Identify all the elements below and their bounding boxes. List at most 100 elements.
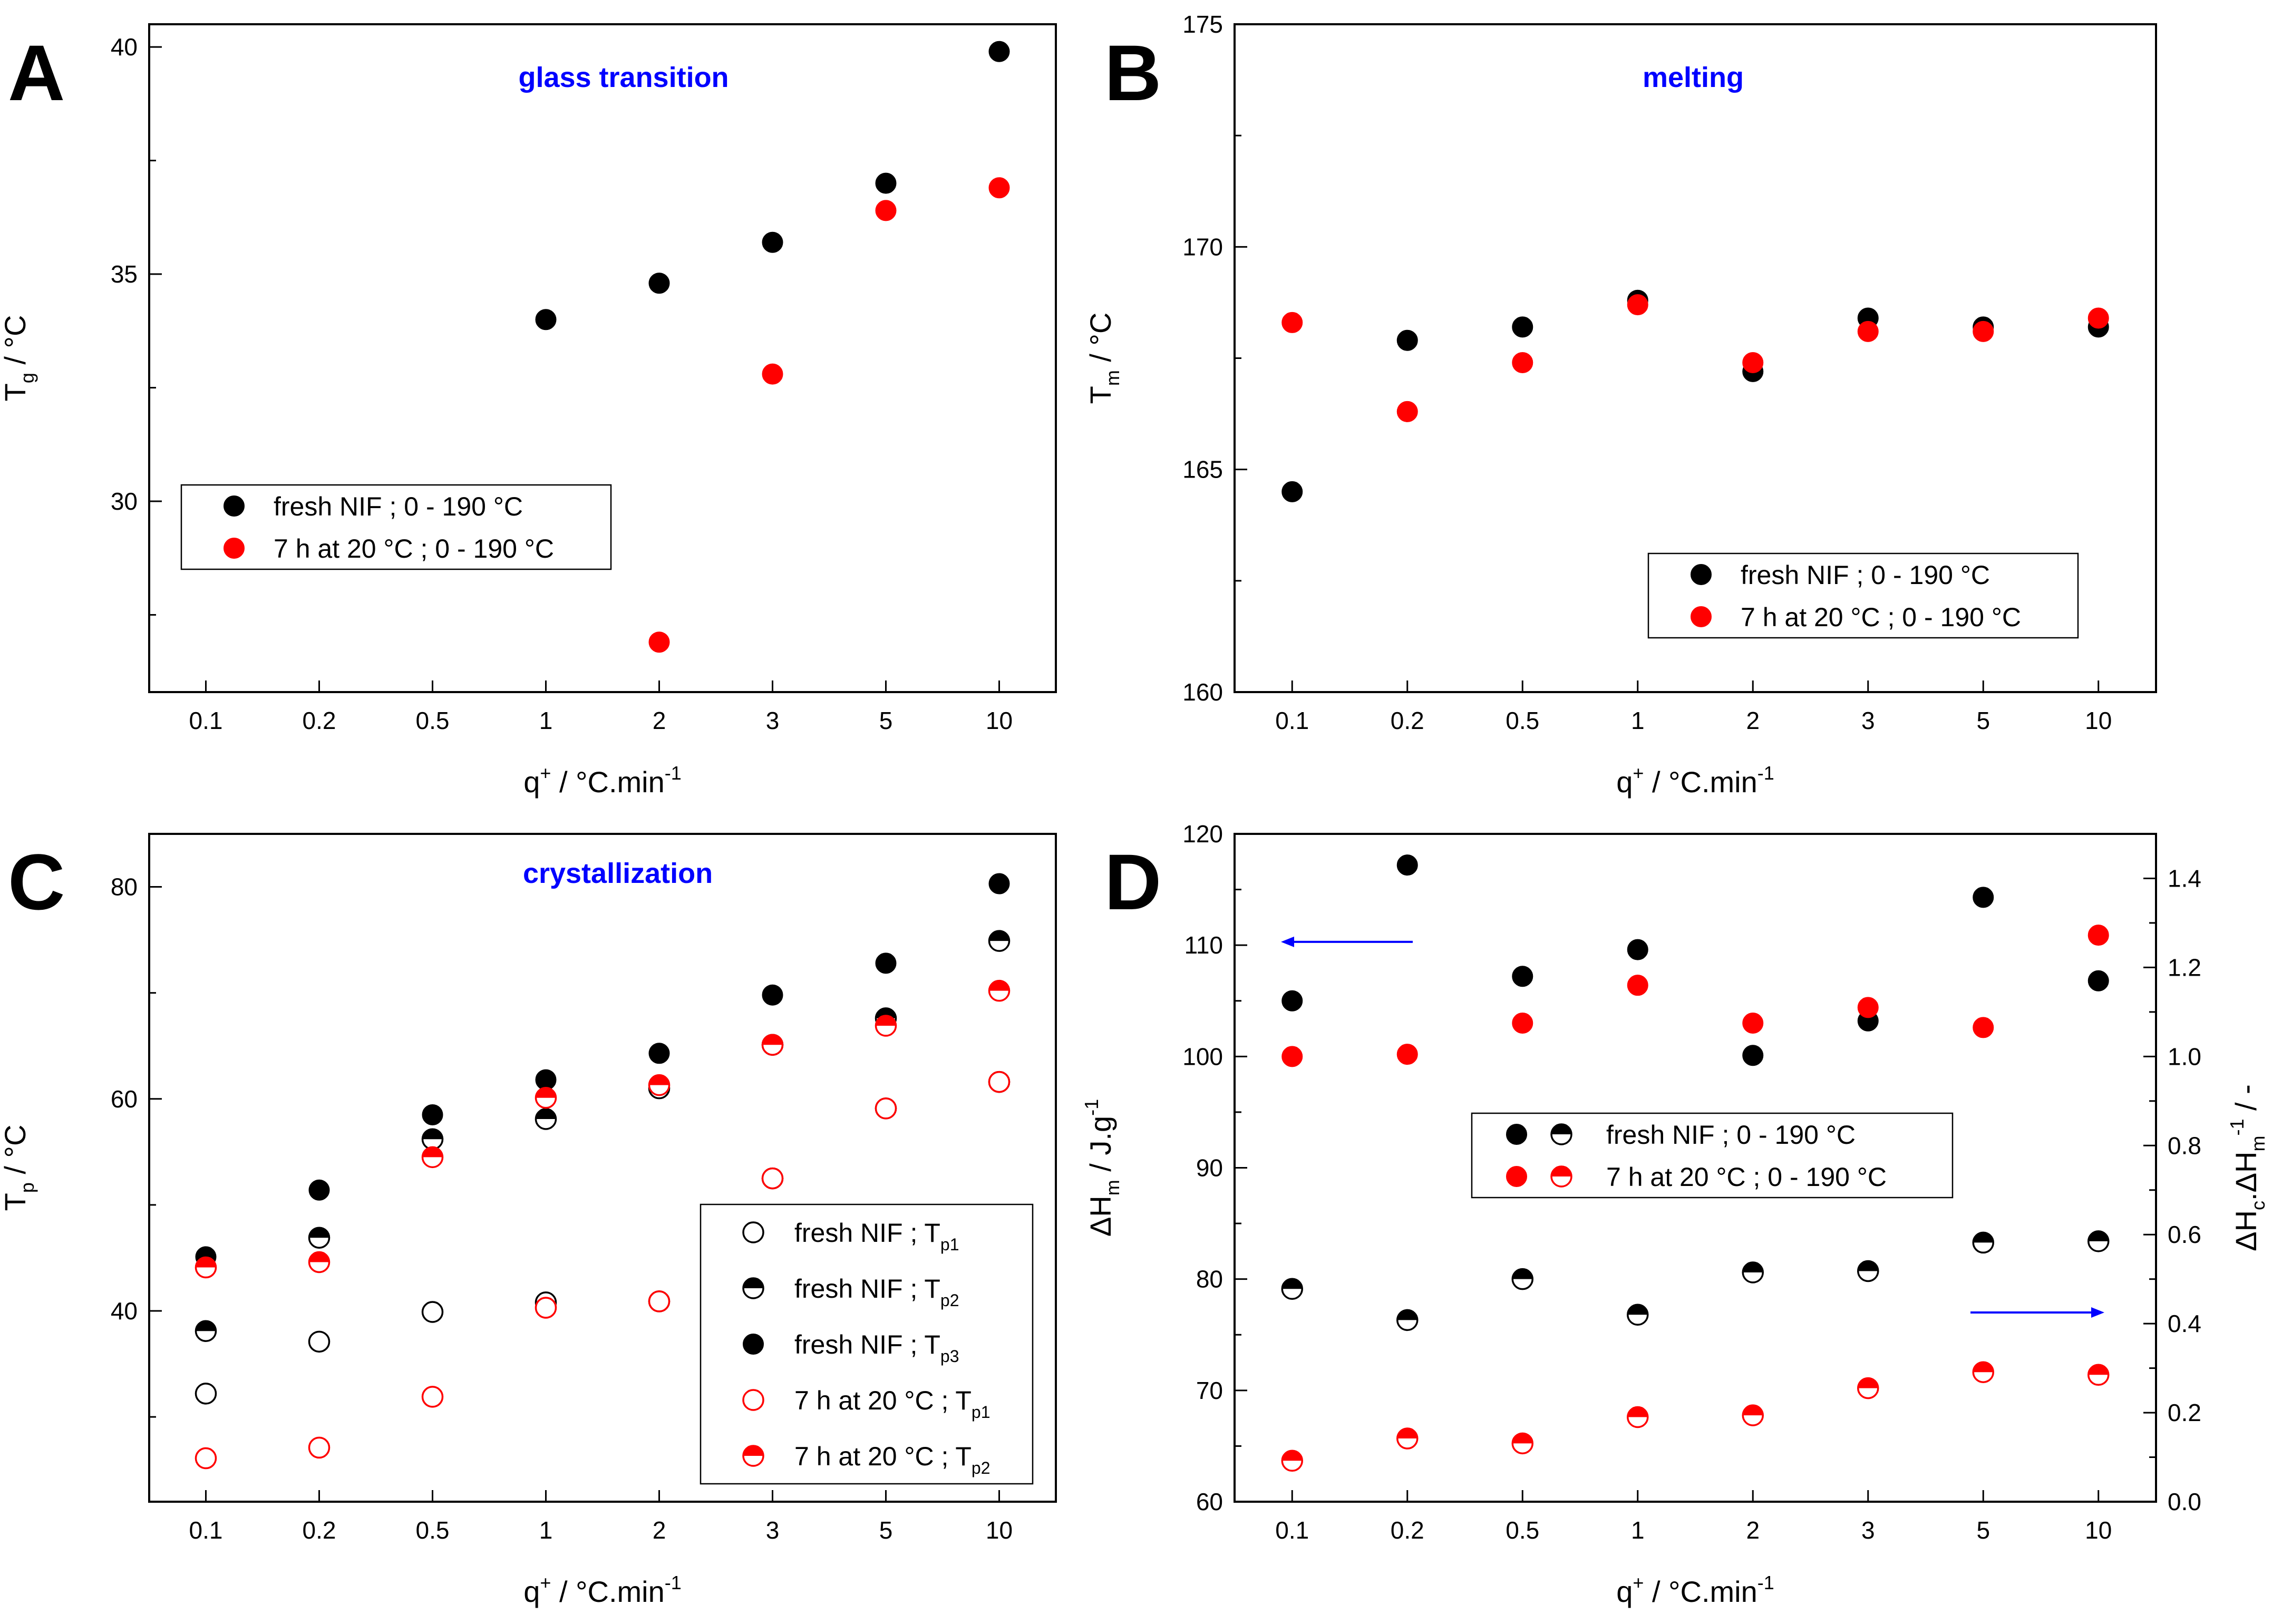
data-point (1627, 1406, 1649, 1428)
data-point (875, 172, 897, 194)
y2-axis-mid: .ΔH (2229, 1152, 2262, 1201)
legend-label: 7 h at 20 °C ; T (794, 1386, 972, 1415)
y-axis-unit: °C (1084, 313, 1117, 346)
y2-axis-symbol: ΔH (2229, 1210, 2262, 1251)
y2-tick-label: 0.8 (2168, 1132, 2201, 1159)
y-tick-label: 165 (1182, 456, 1223, 483)
y-tick-label: 120 (1182, 820, 1223, 848)
y-tick-label: 170 (1182, 233, 1223, 260)
series-3 (195, 1071, 1011, 1470)
data-point (875, 1097, 897, 1120)
data-point (1511, 1268, 1533, 1290)
data-point (2087, 970, 2109, 991)
x-tick-label: 0.5 (416, 707, 450, 734)
x-axis-symbol-sup: + (540, 762, 551, 784)
data-point-top-half (2088, 1231, 2109, 1241)
data-point-top-half (422, 1129, 443, 1140)
x-tick-label: 2 (653, 1516, 666, 1544)
data-point (988, 930, 1011, 952)
data-point (195, 1447, 217, 1470)
data-point (1857, 1260, 1879, 1282)
panel-letter: B (1104, 28, 1161, 117)
legend-label: 7 h at 20 °C ; 0 - 190 °C (1741, 602, 2021, 632)
panel-annotation: melting (1643, 62, 1744, 93)
y-tick-label: 40 (111, 33, 138, 61)
y-axis-separator: / (1084, 345, 1117, 370)
data-point (1973, 887, 1994, 908)
legend-label: fresh NIF ; 0 - 190 °C (1606, 1120, 1856, 1150)
legend-marker-top-half (1551, 1166, 1571, 1176)
right-axis-arrowhead (2091, 1307, 2104, 1318)
y-axis-unit: J.g (1084, 1116, 1117, 1155)
data-point-top-half (1627, 1407, 1648, 1417)
x-axis-separator: / (551, 1575, 576, 1608)
legend-marker (1550, 1123, 1572, 1145)
x-axis-symbol: q (1616, 765, 1633, 799)
data-point (1742, 1404, 1764, 1426)
data-point (648, 1043, 670, 1064)
y2-axis-sub2: m (2247, 1136, 2269, 1152)
legend-marker (1691, 606, 1712, 627)
data-point-top-half (876, 1016, 896, 1026)
x-tick-label: 2 (653, 707, 666, 734)
data-point (1511, 1432, 1533, 1455)
x-axis-label: q+ / °C.min-1 (1616, 762, 1774, 799)
data-point (988, 979, 1011, 1002)
legend: fresh NIF ; 0 - 190 °C 7 h at 20 °C ; 0 -… (1647, 552, 2079, 639)
data-point (1396, 401, 1418, 422)
y2-tick-label: 0.2 (2168, 1399, 2201, 1426)
x-tick-label: 0.5 (1506, 1516, 1539, 1544)
data-point-top-half (1397, 1310, 1417, 1320)
data-point-top-half (1858, 1378, 1878, 1388)
data-point-top-half (422, 1147, 443, 1158)
x-tick-label: 0.1 (1275, 707, 1309, 734)
data-point-top-half (1282, 1451, 1303, 1461)
data-point-top-half (1512, 1433, 1533, 1444)
y2-axis-separator: / (2229, 1094, 2262, 1119)
data-point-top-half (196, 1321, 216, 1331)
legend-label-sub: p2 (940, 1291, 959, 1310)
legend-marker (1506, 1166, 1527, 1187)
legend-marker (742, 1221, 764, 1243)
x-tick-label: 1 (1631, 1516, 1645, 1544)
series-1 (1281, 294, 2109, 422)
legend-label: fresh NIF ; T (794, 1218, 940, 1248)
x-axis-symbol-sup: + (1633, 1572, 1644, 1593)
y-axis-label: Tm / °C (1084, 313, 1123, 404)
y-tick-label: 110 (1184, 931, 1223, 959)
data-point-top-half (649, 1075, 669, 1085)
x-tick-label: 0.2 (1391, 707, 1424, 734)
data-point (2087, 925, 2109, 946)
data-point (1627, 294, 1648, 316)
y-axis-label: Tg / °C (0, 315, 38, 402)
data-point (421, 1128, 444, 1150)
y-tick-label: 35 (111, 260, 138, 288)
data-point-top-half (1743, 1405, 1763, 1416)
x-tick-label: 10 (2085, 1516, 2112, 1544)
legend-marker (742, 1277, 764, 1299)
data-point (1857, 1377, 1879, 1399)
data-point (1396, 854, 1418, 876)
y-axis-unit-sup: -1 (1081, 1099, 1102, 1116)
data-point (648, 631, 670, 653)
x-tick-label: 10 (986, 1516, 1013, 1544)
data-point (1857, 320, 1879, 342)
x-axis-unit: °C.min (1668, 1575, 1757, 1608)
x-axis-label: q+ / °C.min-1 (523, 762, 682, 799)
data-point (1973, 320, 1994, 342)
data-point (875, 952, 897, 974)
data-point (2087, 1364, 2110, 1386)
x-tick-label: 0.1 (1275, 1516, 1309, 1544)
x-tick-label: 10 (2085, 707, 2112, 734)
data-point (1857, 997, 1879, 1018)
legend-marker (224, 538, 245, 559)
data-point (1396, 1427, 1419, 1450)
y-tick-label: 60 (111, 1085, 138, 1113)
legend-label-sub: p1 (972, 1403, 991, 1422)
y2-tick-label: 1.0 (2168, 1043, 2201, 1070)
data-point (1281, 1046, 1303, 1067)
data-point-top-half (1973, 1232, 1994, 1243)
legend: fresh NIF ; 0 - 190 °C 7 h at 20 °C ; 0 -… (1471, 1112, 1954, 1199)
